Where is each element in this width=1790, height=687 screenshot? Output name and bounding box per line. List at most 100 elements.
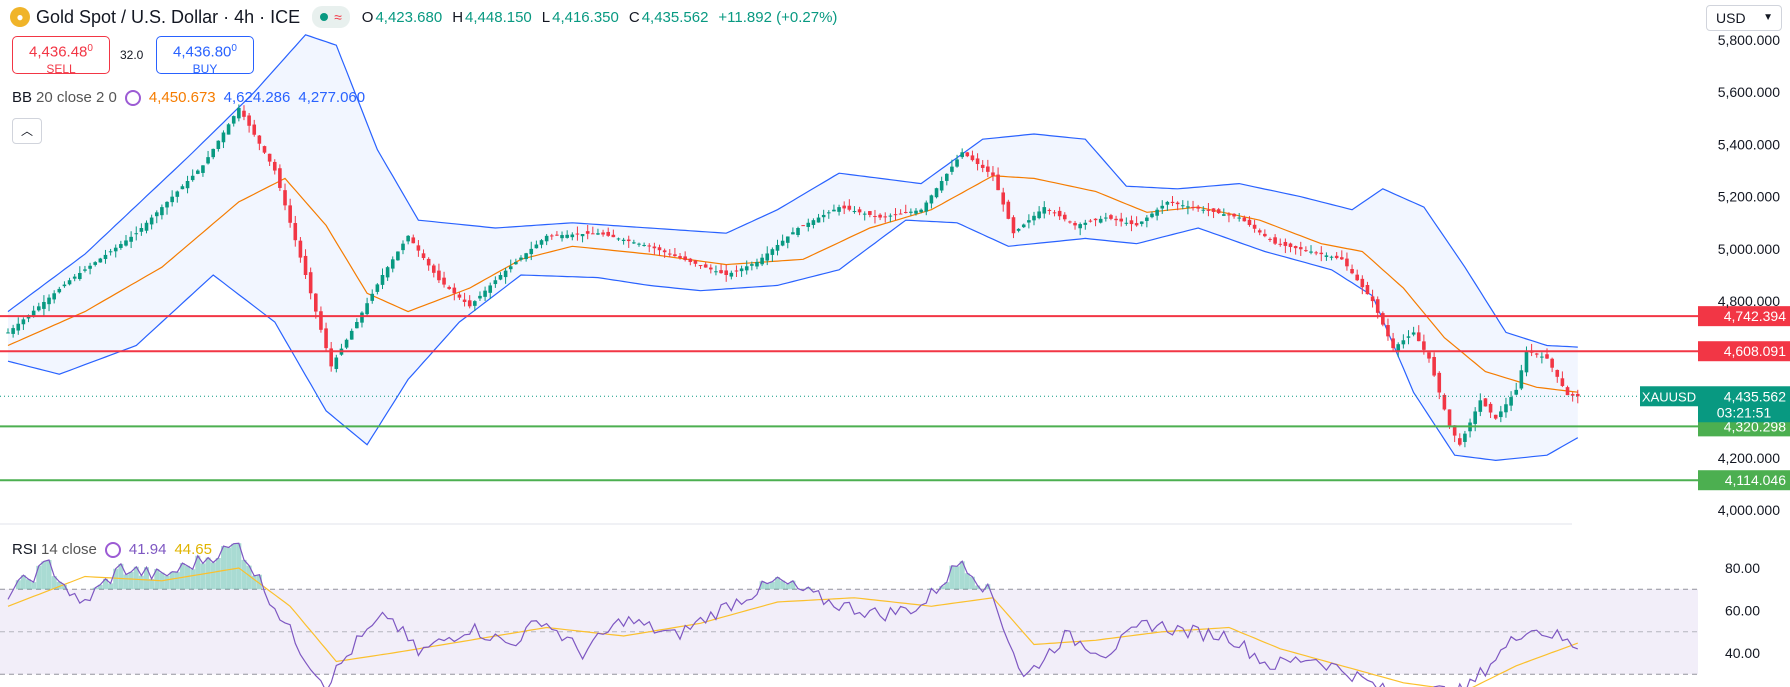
- candle-body: [257, 135, 262, 144]
- candle-body: [601, 232, 605, 235]
- buy-price: 4,436.80: [173, 43, 232, 61]
- candle-body: [903, 211, 908, 213]
- candle-body: [437, 270, 441, 281]
- candle-body: [165, 201, 169, 208]
- resistance-level-tag: [1698, 341, 1790, 362]
- candle-body: [72, 276, 77, 279]
- candle-body: [847, 205, 852, 210]
- candle-body: [1273, 237, 1277, 244]
- candle-body: [975, 158, 980, 165]
- candles: [6, 104, 1580, 448]
- chevron-up-icon: ︿: [20, 124, 33, 138]
- rsi-tick-label: 40.00: [1725, 645, 1760, 661]
- bb-lower-value: 4,277.060: [298, 89, 366, 106]
- candle-body: [909, 211, 913, 213]
- candle-body: [580, 234, 585, 237]
- candle-body: [78, 272, 82, 280]
- candle-body: [744, 266, 749, 271]
- candle-body: [1150, 213, 1154, 218]
- candle-body: [821, 214, 826, 218]
- candle-body: [944, 173, 949, 181]
- candle-body: [1073, 222, 1077, 226]
- indicator-settings-icon[interactable]: [124, 89, 141, 106]
- candle-body: [796, 228, 800, 236]
- candle-body: [1283, 241, 1288, 246]
- rsi-ma-line: [7, 567, 1579, 687]
- rsi-settings-icon[interactable]: [104, 541, 121, 558]
- candle-body: [549, 235, 554, 237]
- candle-body: [42, 301, 46, 309]
- candle-body: [6, 332, 10, 334]
- candle-body: [401, 243, 405, 251]
- candle-body: [801, 225, 805, 227]
- candle-body: [375, 284, 380, 292]
- candle-body: [473, 301, 477, 306]
- price-axis: 4,742.394 4,608.091 4,320.298 4,114.046 XAUU…: [1640, 32, 1790, 661]
- candle-body: [565, 234, 569, 238]
- currency-select[interactable]: USD ▼: [1706, 5, 1782, 31]
- candle-body: [390, 259, 395, 269]
- candle-body: [734, 270, 739, 272]
- market-status-pill[interactable]: ≈: [312, 6, 350, 28]
- candle-body: [596, 233, 600, 235]
- candle-body: [1242, 217, 1247, 222]
- bb-upper-line: [7, 34, 1578, 348]
- candle-body: [370, 293, 375, 301]
- candle-body: [1247, 219, 1252, 226]
- candle-body: [1268, 238, 1272, 240]
- candle-body: [709, 267, 713, 270]
- candle-body: [329, 348, 333, 367]
- candle-body: [1186, 206, 1190, 208]
- candle-body: [1483, 398, 1488, 407]
- bb-legend[interactable]: BB 20 close 2 0 4,450.673 4,624.286 4,27…: [12, 89, 365, 106]
- price-tick-label: 5,200.000: [1718, 189, 1780, 205]
- candle-body: [678, 256, 682, 259]
- candle-body: [1216, 209, 1221, 214]
- candle-body: [293, 223, 298, 241]
- candle-body: [575, 233, 580, 235]
- rsi-ma-value: 44.65: [174, 541, 212, 558]
- candle-body: [1473, 411, 1477, 424]
- symbol-title[interactable]: Gold Spot / U.S. Dollar · 4h · ICE: [36, 6, 301, 27]
- candle-body: [878, 214, 882, 218]
- symbol-header[interactable]: ● Gold Spot / U.S. Dollar · 4h · ICE ≈ O…: [10, 6, 845, 28]
- resistance-level-label: 4,608.091: [1724, 343, 1786, 359]
- candle-body: [1514, 389, 1519, 395]
- candle-body: [555, 234, 559, 236]
- candle-body: [457, 294, 462, 298]
- candle-body: [1252, 224, 1257, 229]
- sell-price-sup: 0: [87, 43, 93, 54]
- buy-button[interactable]: 4,436.800 BUY: [156, 36, 254, 76]
- candle-body: [1432, 357, 1436, 376]
- candle-body: [334, 357, 339, 369]
- candle-body: [667, 253, 672, 255]
- sell-button[interactable]: 4,436.480 SELL: [12, 36, 110, 76]
- candle-body: [924, 202, 929, 212]
- data-delay-icon: ≈: [334, 9, 342, 25]
- rsi-tick-label: 80.00: [1725, 560, 1760, 576]
- candle-body: [868, 211, 872, 215]
- candle-body: [780, 240, 785, 246]
- candle-body: [1406, 336, 1411, 338]
- candle-body: [201, 165, 205, 173]
- candle-body: [426, 258, 431, 266]
- bb-basis-line: [7, 175, 1578, 393]
- candle-body: [714, 271, 718, 273]
- rsi-legend[interactable]: RSI 14 close 41.94 44.65: [12, 541, 212, 558]
- rsi-line: [7, 542, 1579, 687]
- candle-body: [1062, 214, 1067, 220]
- candle-body: [539, 240, 544, 245]
- candle-body: [698, 265, 703, 267]
- candle-body: [837, 207, 841, 212]
- price-tick-label: 4,800.000: [1718, 293, 1780, 309]
- candle-body: [1104, 217, 1108, 219]
- candle-body: [832, 209, 836, 212]
- candle-body: [103, 254, 108, 260]
- candle-body: [621, 239, 626, 241]
- candle-body: [411, 237, 416, 244]
- symbol-tag[interactable]: [1640, 386, 1698, 407]
- collapse-legend-button[interactable]: ︿: [12, 118, 42, 144]
- candle-body: [1427, 352, 1431, 359]
- candle-body: [1114, 218, 1118, 221]
